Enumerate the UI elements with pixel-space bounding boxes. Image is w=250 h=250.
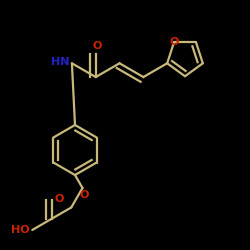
Text: HO: HO [11,225,30,235]
Text: O: O [54,194,64,204]
Text: O: O [169,37,179,47]
Text: HN: HN [51,57,70,67]
Text: O: O [79,190,88,200]
Text: O: O [92,41,102,51]
